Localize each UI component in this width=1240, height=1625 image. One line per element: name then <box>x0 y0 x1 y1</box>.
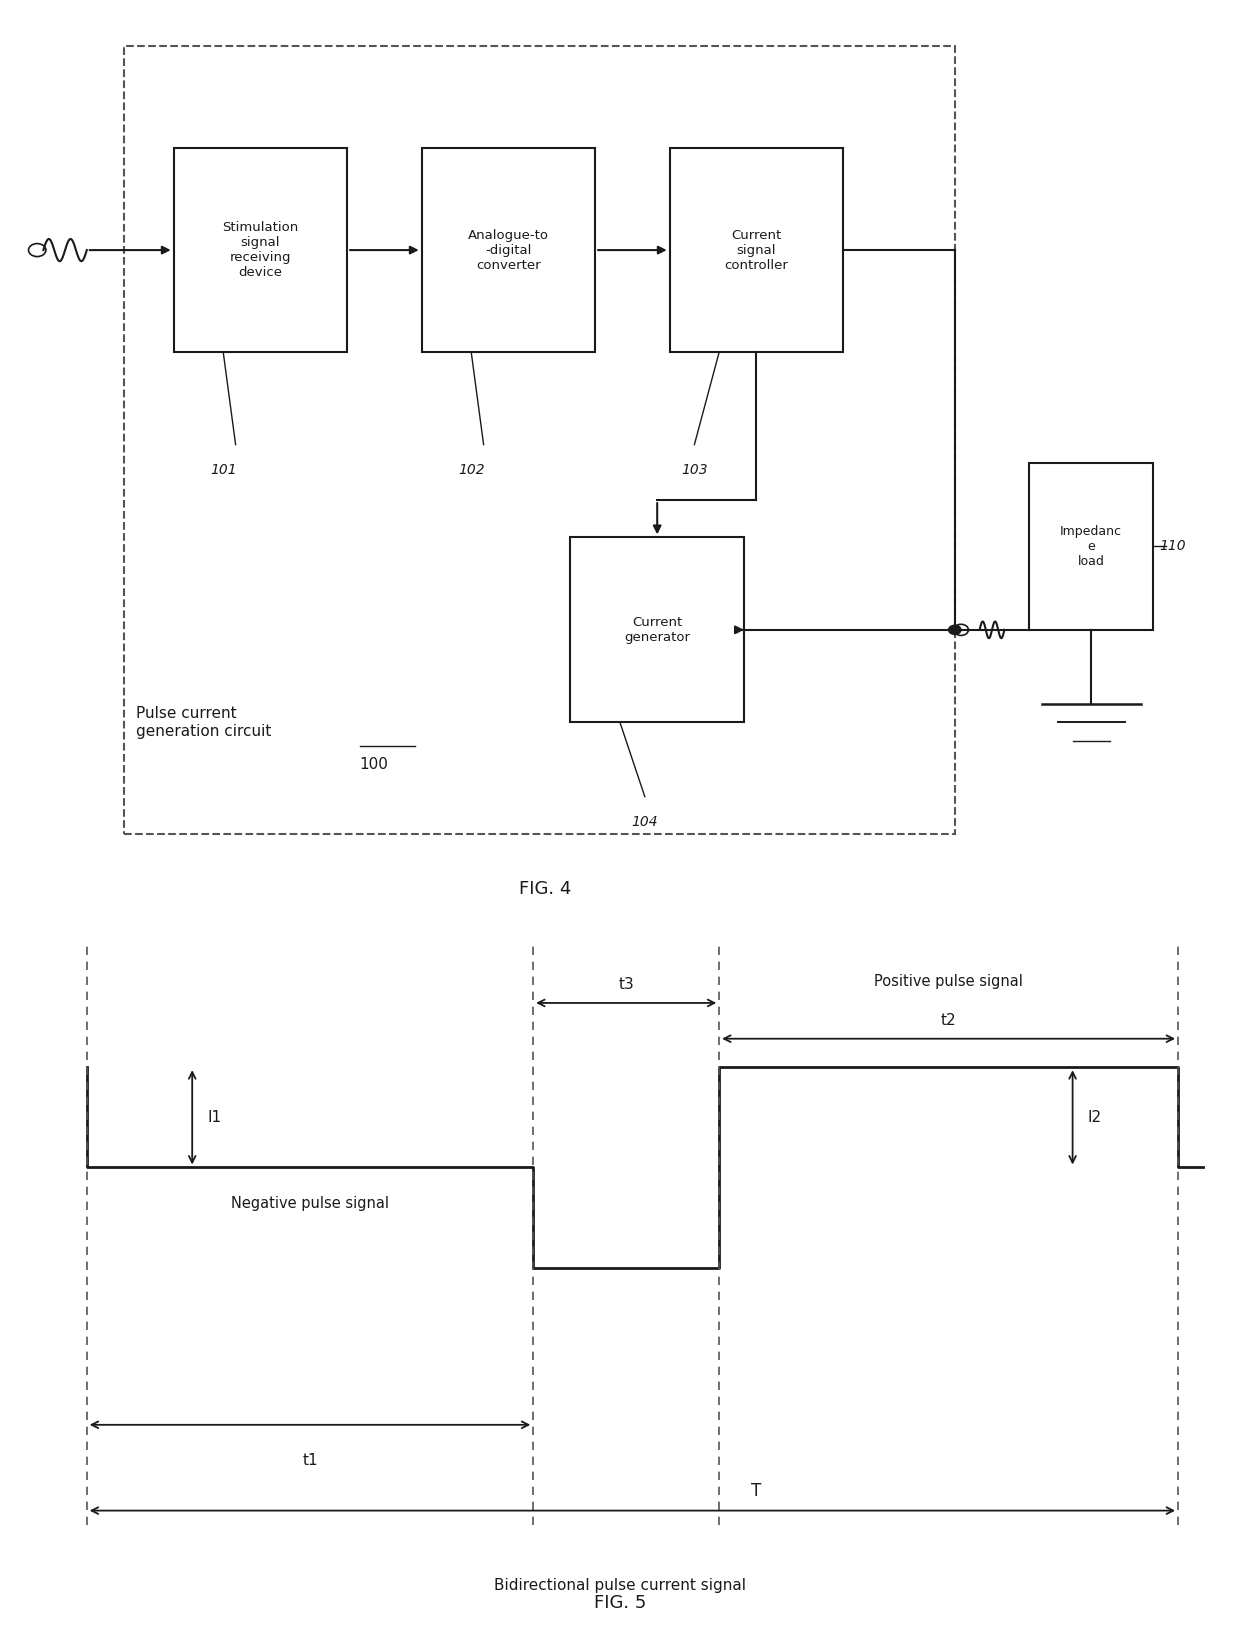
Text: t3: t3 <box>619 977 634 993</box>
FancyBboxPatch shape <box>174 148 347 353</box>
Text: 104: 104 <box>631 816 658 829</box>
Text: 110: 110 <box>1159 540 1185 554</box>
Text: FIG. 5: FIG. 5 <box>594 1594 646 1612</box>
Text: Current
generator: Current generator <box>624 616 691 644</box>
Text: T: T <box>751 1482 761 1500</box>
Text: Analogue-to
-digital
converter: Analogue-to -digital converter <box>467 229 549 271</box>
Text: Bidirectional pulse current signal: Bidirectional pulse current signal <box>494 1578 746 1592</box>
Text: Positive pulse signal: Positive pulse signal <box>874 973 1023 990</box>
Text: 103: 103 <box>681 463 708 478</box>
Text: FIG. 4: FIG. 4 <box>520 881 572 899</box>
FancyBboxPatch shape <box>422 148 595 353</box>
Text: Impedanc
e
load: Impedanc e load <box>1060 525 1122 569</box>
FancyBboxPatch shape <box>570 538 744 723</box>
Text: Negative pulse signal: Negative pulse signal <box>231 1196 389 1211</box>
Text: Current
signal
controller: Current signal controller <box>724 229 789 271</box>
Text: 101: 101 <box>210 463 237 478</box>
Text: Pulse current
generation circuit: Pulse current generation circuit <box>136 707 272 739</box>
Text: t2: t2 <box>941 1012 956 1029</box>
FancyBboxPatch shape <box>1029 463 1153 630</box>
Circle shape <box>949 626 961 634</box>
Text: I1: I1 <box>207 1110 221 1124</box>
Text: t1: t1 <box>303 1453 317 1469</box>
FancyBboxPatch shape <box>670 148 843 353</box>
Text: Stimulation
signal
receiving
device: Stimulation signal receiving device <box>222 221 299 280</box>
Text: 100: 100 <box>360 757 388 772</box>
Text: I2: I2 <box>1087 1110 1101 1124</box>
Text: 102: 102 <box>458 463 485 478</box>
